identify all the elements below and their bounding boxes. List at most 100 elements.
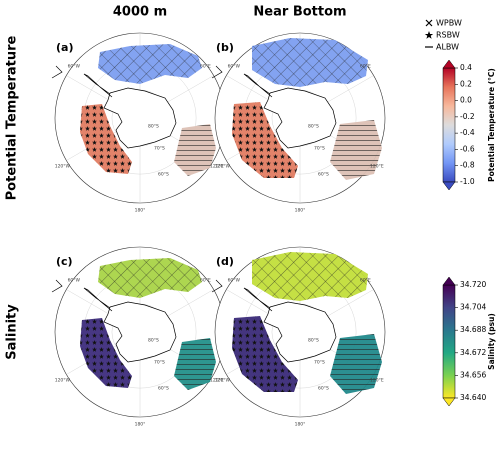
colorbar-extend: [442, 397, 456, 407]
latitude-label: 70°S: [314, 146, 325, 152]
colorbar-title: Potential Temperature (°C): [487, 68, 496, 182]
row-title: Salinity: [5, 304, 20, 360]
colorbar-extend: [442, 276, 456, 286]
longitude-label: 120°W: [215, 164, 231, 170]
colorbar-tick-label: 0.2: [460, 79, 472, 88]
antarctica: [263, 87, 337, 149]
longitude-label: 120°W: [55, 164, 71, 170]
panel-label: (c): [56, 255, 73, 268]
legend-label: RSBW: [436, 31, 460, 40]
colorbar-tick-label: 34.704: [460, 303, 486, 312]
colorbar-title: Salinity (psu): [487, 313, 496, 370]
longitude-label: 180°: [135, 208, 146, 214]
latitude-label: 70°S: [154, 360, 165, 366]
hatch-weddell: [252, 252, 368, 301]
colorbar-tick-label: -0.6: [460, 144, 475, 153]
hatch-adelie: [330, 120, 382, 180]
column-title: 4000 m: [113, 5, 167, 20]
antarctica: [103, 301, 177, 363]
colorbar-tick-label: 34.688: [460, 325, 486, 334]
colorbar-tick-label: 34.672: [460, 348, 486, 357]
legend-label: ALBW: [436, 43, 459, 52]
hatch-weddell: [98, 258, 202, 298]
colorbar-tick-label: -0.2: [460, 112, 475, 121]
hatch-ross: [232, 102, 298, 178]
polar-map: 60°W 60°E 120°W 120°E 180° 60°S 70°S 80°S: [51, 246, 226, 428]
hatch-adelie: [174, 124, 216, 176]
legend-marker: [424, 31, 434, 39]
longitude-label: 120°E: [210, 164, 224, 170]
latitude-label: 60°S: [158, 386, 169, 392]
longitude-label: 120°E: [370, 164, 384, 170]
colorbar-tick-label: 0.4: [460, 63, 472, 72]
longitude-label: 120°E: [370, 378, 384, 384]
longitude-label: 180°: [295, 208, 306, 214]
latitude-label: 60°S: [318, 386, 329, 392]
colorbar: 0.4 0.2 0.0 -0.2 -0.4 -0.6 -0.8 -1.0 Potential T…: [442, 59, 496, 191]
hatch-ross: [232, 316, 298, 392]
longitude-label: 180°: [135, 422, 146, 428]
longitude-label: 60°W: [228, 278, 241, 284]
panel-label: (a): [56, 41, 73, 54]
hatch-ross: [80, 318, 132, 388]
latitude-label: 80°S: [308, 338, 319, 344]
south-america: [211, 279, 223, 293]
hatch-weddell: [252, 38, 368, 87]
south-america: [51, 279, 63, 293]
peninsula: [243, 287, 273, 312]
colorbar-tick-label: 0.0: [460, 96, 472, 105]
peninsula: [243, 73, 273, 98]
colorbar-tick-label: 34.640: [460, 393, 486, 402]
longitude-label: 60°W: [228, 64, 241, 70]
latitude-label: 60°S: [158, 172, 169, 178]
longitude-label: 180°: [295, 422, 306, 428]
row-title: Potential Temperature: [5, 35, 20, 200]
colorbar-tick-label: 34.656: [460, 370, 486, 379]
hatch-adelie: [174, 338, 216, 390]
south-america: [211, 65, 223, 79]
colorbar-body: [442, 284, 456, 399]
polar-map: 60°W 60°E 120°W 120°E 180° 60°S 70°S 80°S: [51, 32, 226, 214]
colorbar-tick-label: 34.720: [460, 280, 486, 289]
legend: WPBW RSBW ALBW: [424, 19, 462, 52]
peninsula: [83, 73, 113, 98]
south-america: [51, 65, 63, 79]
hatch-adelie: [330, 334, 382, 394]
colorbar-tick-label: -1.0: [460, 177, 475, 186]
longitude-label: 60°E: [200, 278, 211, 284]
latitude-label: 80°S: [308, 124, 319, 130]
legend-label: WPBW: [436, 19, 462, 28]
colorbar: 34.720 34.704 34.688 34.672 34.656 34.640 Sali…: [442, 276, 496, 407]
latitude-label: 70°S: [314, 360, 325, 366]
column-title: Near Bottom: [253, 5, 346, 20]
longitude-label: 120°E: [210, 378, 224, 384]
longitude-label: 120°W: [55, 378, 71, 384]
colorbar-body: [442, 67, 456, 183]
colorbar-tick-label: -0.4: [460, 128, 475, 137]
latitude-label: 60°S: [318, 172, 329, 178]
latitude-label: 80°S: [148, 338, 159, 344]
longitude-label: 60°E: [360, 64, 371, 70]
colorbar-extend: [442, 59, 456, 69]
peninsula: [83, 287, 113, 312]
legend-marker: [425, 19, 433, 27]
colorbar-tick-label: -0.8: [460, 161, 475, 170]
colorbar-extend: [442, 181, 456, 191]
latitude-label: 70°S: [154, 146, 165, 152]
longitude-label: 60°E: [360, 278, 371, 284]
latitude-label: 80°S: [148, 124, 159, 130]
panel-label: (d): [216, 255, 234, 268]
longitude-label: 120°W: [215, 378, 231, 384]
antarctica: [263, 301, 337, 363]
panel-label: (b): [216, 41, 234, 54]
longitude-label: 60°E: [200, 64, 211, 70]
longitude-label: 60°W: [68, 64, 81, 70]
hatch-ross: [80, 104, 132, 174]
longitude-label: 60°W: [68, 278, 81, 284]
hatch-weddell: [98, 44, 202, 84]
